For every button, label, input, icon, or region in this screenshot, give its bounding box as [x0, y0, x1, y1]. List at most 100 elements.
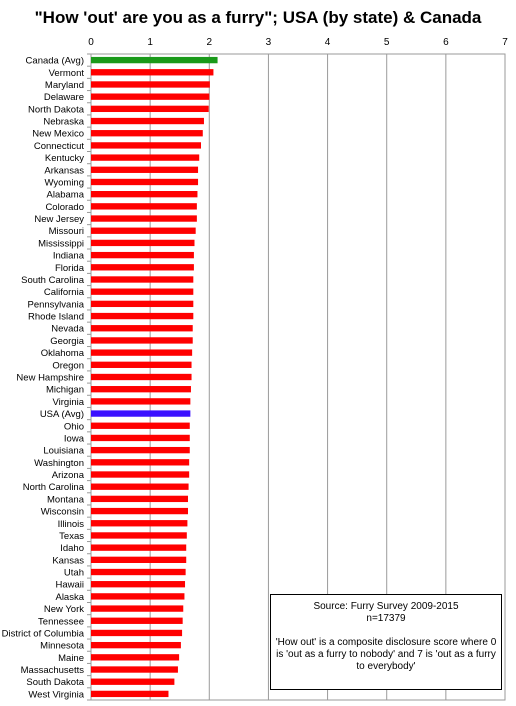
- category-label: Wisconsin: [41, 507, 84, 518]
- category-label: New Hampshire: [16, 373, 84, 384]
- category-label: Montana: [47, 494, 85, 505]
- category-label: South Dakota: [26, 677, 84, 688]
- category-label: Pennsylvania: [27, 299, 84, 310]
- category-label: West Virginia: [28, 689, 84, 700]
- category-label: Vermont: [49, 68, 85, 79]
- bar: [91, 483, 189, 490]
- category-label: USA (Avg): [40, 409, 84, 420]
- category-label: Minnesota: [40, 641, 85, 652]
- bar: [91, 215, 197, 222]
- bar: [91, 105, 209, 113]
- source-text: Source: Furry Survey 2009-2015: [313, 601, 459, 612]
- category-label: Missouri: [49, 226, 84, 237]
- category-label: Arkansas: [44, 165, 84, 176]
- bar: [91, 142, 202, 149]
- sample-size-text: n=17379: [366, 613, 406, 624]
- bar: [91, 300, 194, 308]
- category-label: Georgia: [50, 336, 85, 347]
- bar: [91, 507, 188, 515]
- bar: [91, 386, 191, 393]
- bar: [91, 434, 190, 442]
- bar: [91, 227, 196, 234]
- bar: [91, 325, 193, 332]
- bar: [91, 312, 194, 320]
- bar: [91, 373, 192, 381]
- bar: [91, 446, 190, 454]
- bar: [91, 288, 194, 295]
- bar: [91, 251, 194, 259]
- category-label: North Carolina: [23, 482, 85, 493]
- category-label: North Dakota: [28, 104, 85, 115]
- bar: [91, 349, 193, 356]
- bar: [91, 459, 190, 466]
- category-label: Louisiana: [43, 446, 84, 457]
- category-label: Washington: [34, 458, 84, 469]
- source-note-box: Source: Furry Survey 2009-2015 n=17379 '…: [270, 594, 502, 690]
- category-label: Oklahoma: [41, 348, 85, 359]
- bar: [91, 69, 214, 76]
- bar: [91, 629, 183, 637]
- category-label: California: [44, 287, 85, 298]
- x-tick-label: 4: [325, 37, 331, 48]
- bar: [91, 544, 187, 551]
- bar: [91, 568, 186, 576]
- bar: [91, 678, 175, 685]
- bar: [91, 81, 210, 88]
- bar: [91, 337, 193, 344]
- category-label: Alabama: [47, 190, 85, 201]
- x-tick-label: 6: [443, 37, 449, 48]
- category-label: South Carolina: [21, 275, 85, 286]
- category-label: Delaware: [44, 92, 84, 103]
- category-label: Iowa: [64, 433, 85, 444]
- category-label: New York: [44, 604, 84, 615]
- chart-title: "How 'out' are you as a furry"; USA (by …: [34, 8, 482, 27]
- x-tick-label: 1: [147, 37, 153, 48]
- bar: [91, 556, 187, 563]
- category-label: Virginia: [52, 397, 84, 408]
- category-label: Hawaii: [55, 580, 84, 591]
- bar: [91, 410, 191, 417]
- bar: [91, 520, 188, 527]
- bar: [91, 264, 194, 271]
- bar: [91, 422, 190, 429]
- category-label: Michigan: [46, 385, 84, 396]
- bar: [91, 495, 188, 503]
- bar: [91, 276, 194, 283]
- bar: [91, 654, 180, 661]
- category-label: Tennessee: [38, 616, 84, 627]
- bar: [91, 398, 191, 405]
- x-tick-label: 0: [88, 37, 94, 48]
- category-label: Texas: [59, 531, 84, 542]
- bar: [91, 666, 178, 673]
- x-tick-label: 3: [266, 37, 272, 48]
- category-label: Wyoming: [44, 177, 84, 188]
- category-label: Rhode Island: [28, 312, 84, 323]
- category-label: Canada (Avg): [26, 56, 84, 67]
- bar: [91, 178, 199, 186]
- category-label: New Jersey: [34, 214, 84, 225]
- category-label: Ohio: [64, 421, 84, 432]
- bar: [91, 581, 186, 588]
- bar: [91, 154, 200, 161]
- category-label: Oregon: [52, 360, 84, 371]
- category-label: Connecticut: [34, 141, 85, 152]
- bar: [91, 690, 169, 698]
- category-label: Colorado: [45, 202, 84, 213]
- category-label: Nebraska: [43, 117, 84, 128]
- category-label: Maryland: [45, 80, 84, 91]
- x-tick-label: 7: [502, 37, 508, 48]
- bar: [91, 471, 190, 478]
- category-label: Idaho: [60, 543, 84, 554]
- bar: [91, 56, 218, 64]
- category-label: Maine: [58, 653, 84, 664]
- bar: [91, 166, 199, 173]
- bar: [91, 593, 185, 600]
- bar: [91, 191, 198, 198]
- bar: [91, 605, 184, 612]
- category-label: Florida: [55, 263, 85, 274]
- category-label: Utah: [64, 568, 84, 579]
- bar: [91, 93, 210, 100]
- bar: [91, 641, 181, 649]
- x-tick-label: 5: [384, 37, 390, 48]
